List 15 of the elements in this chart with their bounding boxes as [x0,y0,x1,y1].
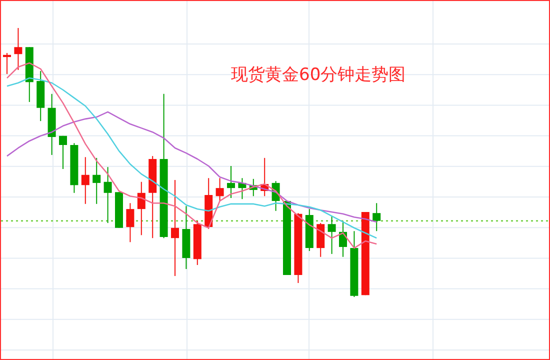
candlestick [216,178,224,202]
candlestick [3,52,11,74]
candlestick [126,202,134,243]
candlestick [316,222,325,258]
candlestick [372,202,381,232]
text: 现货黄金60分钟走势图 [231,64,406,86]
candlestick [14,28,22,70]
candlestick [137,181,146,236]
candlestick [328,216,336,254]
candlestick [59,135,67,170]
candlestick [104,166,112,224]
candlestick [81,156,90,204]
candlestick [92,157,101,204]
candlestick [227,165,235,199]
candlestick [171,179,179,277]
